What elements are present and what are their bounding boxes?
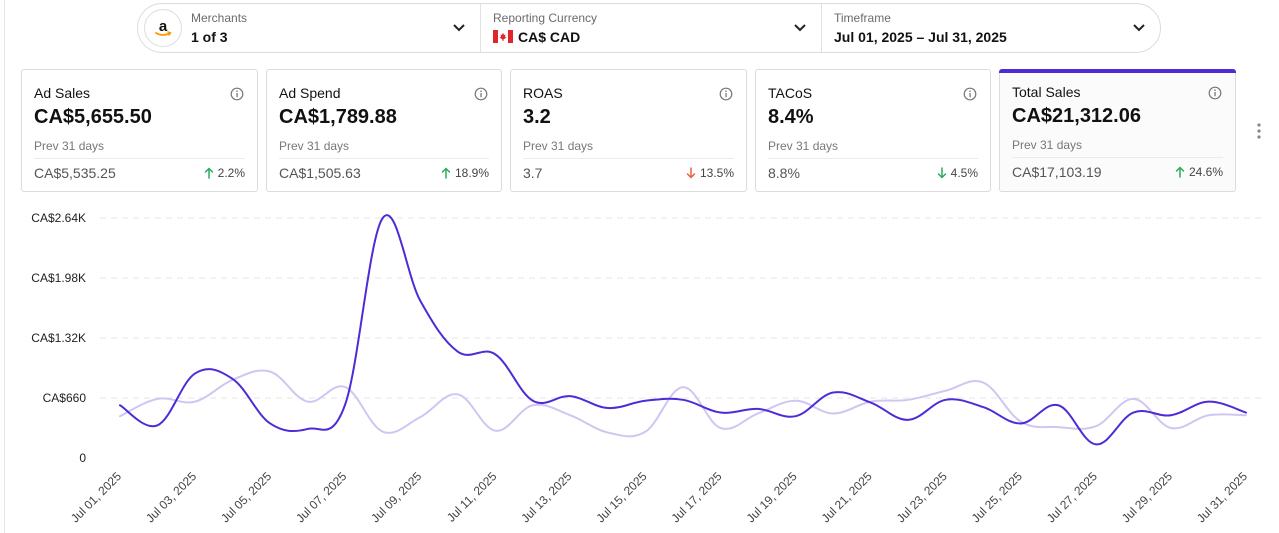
arrow-up-icon xyxy=(441,167,451,179)
selected-indicator xyxy=(999,69,1236,73)
merchants-value: 1 of 3 xyxy=(191,28,228,45)
series-line-previous-period xyxy=(119,369,1247,438)
sales-line-chart: 0 CA$660 CA$1.32K CA$1.98K CA$2.64K Jul 01, 2… xyxy=(31,211,1265,525)
x-tick-label: Jul 11, 2025 xyxy=(444,469,500,525)
merchants-filter[interactable]: a Merchants 1 of 3 xyxy=(138,4,480,52)
change-percent: 4.5% xyxy=(950,166,978,180)
info-icon[interactable] xyxy=(719,87,733,101)
page-edge xyxy=(4,0,5,533)
metric-card-ad-spend[interactable]: Ad Spend CA$1,789.88 Prev 31 days CA$1,5… xyxy=(266,69,502,192)
amazon-logo-icon: a xyxy=(144,9,182,47)
chevron-down-icon[interactable] xyxy=(793,23,807,33)
metric-card-roas[interactable]: ROAS 3.2 Prev 31 days 3.7 13.5% xyxy=(510,69,747,192)
x-tick-label: Jul 09, 2025 xyxy=(368,469,424,525)
change-badge: 24.6% xyxy=(1175,165,1223,179)
previous-period-label: Prev 31 days xyxy=(768,139,978,159)
previous-value: 3.7 xyxy=(523,165,543,181)
metric-title: Total Sales xyxy=(1012,84,1081,100)
info-icon[interactable] xyxy=(963,87,977,101)
series-line-total-sales xyxy=(119,214,1247,446)
x-tick-label: Jul 21, 2025 xyxy=(819,469,875,525)
metric-title: Ad Spend xyxy=(279,85,341,101)
timeframe-filter[interactable]: Timeframe Jul 01, 2025 – Jul 31, 2025 xyxy=(821,4,1160,52)
previous-value: CA$1,505.63 xyxy=(279,165,361,181)
x-tick-label: Jul 03, 2025 xyxy=(143,469,199,525)
metric-value: 8.4% xyxy=(768,106,814,128)
currency-label: Reporting Currency xyxy=(493,10,598,25)
metric-card-tacos[interactable]: TACoS 8.4% Prev 31 days 8.8% 4.5% xyxy=(755,69,991,192)
change-percent: 24.6% xyxy=(1188,165,1223,179)
previous-period-label: Prev 31 days xyxy=(279,139,489,159)
merchants-label: Merchants xyxy=(191,10,248,25)
previous-period-label: Prev 31 days xyxy=(1012,138,1223,158)
change-badge: 2.2% xyxy=(204,166,245,180)
y-tick-label: CA$660 xyxy=(43,391,87,405)
chevron-down-icon[interactable] xyxy=(452,23,466,33)
change-badge: 13.5% xyxy=(686,166,734,180)
x-tick-label: Jul 01, 2025 xyxy=(68,469,124,525)
y-tick-label: 0 xyxy=(79,451,86,465)
x-tick-label: Jul 29, 2025 xyxy=(1119,469,1175,525)
x-tick-label: Jul 27, 2025 xyxy=(1044,469,1100,525)
change-percent: 13.5% xyxy=(699,166,734,180)
arrow-up-icon xyxy=(1175,166,1185,178)
metric-card-ad-sales[interactable]: Ad Sales CA$5,655.50 Prev 31 days CA$5,5… xyxy=(21,69,258,192)
metric-title: TACoS xyxy=(768,85,813,101)
timeframe-label: Timeframe xyxy=(834,10,891,25)
x-tick-label: Jul 31, 2025 xyxy=(1194,469,1250,525)
x-tick-label: Jul 13, 2025 xyxy=(518,469,574,525)
arrow-up-icon xyxy=(204,167,213,179)
y-tick-label: CA$2.64K xyxy=(31,211,86,225)
chevron-down-icon[interactable] xyxy=(1132,23,1146,33)
metric-value: CA$5,655.50 xyxy=(34,106,152,128)
arrow-down-icon xyxy=(937,167,946,179)
metric-value: CA$1,789.88 xyxy=(279,106,397,128)
x-tick-label: Jul 25, 2025 xyxy=(969,469,1025,525)
svg-text:a: a xyxy=(159,18,168,35)
info-icon[interactable] xyxy=(1208,86,1222,100)
metric-title: Ad Sales xyxy=(34,85,91,101)
change-percent: 18.9% xyxy=(454,166,489,180)
canada-flag-icon xyxy=(493,30,513,43)
metric-value: 3.2 xyxy=(523,106,551,128)
x-tick-label: Jul 05, 2025 xyxy=(218,469,274,525)
metric-value: CA$21,312.06 xyxy=(1012,105,1141,127)
x-tick-label: Jul 07, 2025 xyxy=(293,469,349,525)
change-percent: 2.2% xyxy=(217,166,245,180)
currency-value: CA$ CAD xyxy=(518,28,581,45)
arrow-down-icon xyxy=(686,167,696,179)
x-tick-label: Jul 23, 2025 xyxy=(894,469,950,525)
change-badge: 18.9% xyxy=(441,166,489,180)
previous-value: CA$5,535.25 xyxy=(34,165,116,181)
previous-period-label: Prev 31 days xyxy=(34,139,245,159)
x-tick-label: Jul 17, 2025 xyxy=(669,469,725,525)
y-tick-label: CA$1.98K xyxy=(31,271,86,285)
info-icon[interactable] xyxy=(230,87,244,101)
more-options-icon[interactable] xyxy=(1253,121,1265,141)
timeframe-value: Jul 01, 2025 – Jul 31, 2025 xyxy=(834,28,1007,45)
change-badge: 4.5% xyxy=(937,166,978,180)
previous-value: 8.8% xyxy=(768,165,800,181)
y-tick-label: CA$1.32K xyxy=(31,331,86,345)
previous-value: CA$17,103.19 xyxy=(1012,164,1102,180)
x-tick-label: Jul 19, 2025 xyxy=(744,469,800,525)
currency-filter[interactable]: Reporting Currency CA$ CAD xyxy=(480,4,821,52)
metric-card-total-sales[interactable]: Total Sales CA$21,312.06 Prev 31 days CA… xyxy=(999,69,1236,192)
x-tick-label: Jul 15, 2025 xyxy=(593,469,649,525)
previous-period-label: Prev 31 days xyxy=(523,139,734,159)
info-icon[interactable] xyxy=(474,87,488,101)
filter-bar: a Merchants 1 of 3 Reporting Currency CA… xyxy=(137,3,1161,53)
metric-title: ROAS xyxy=(523,85,563,101)
